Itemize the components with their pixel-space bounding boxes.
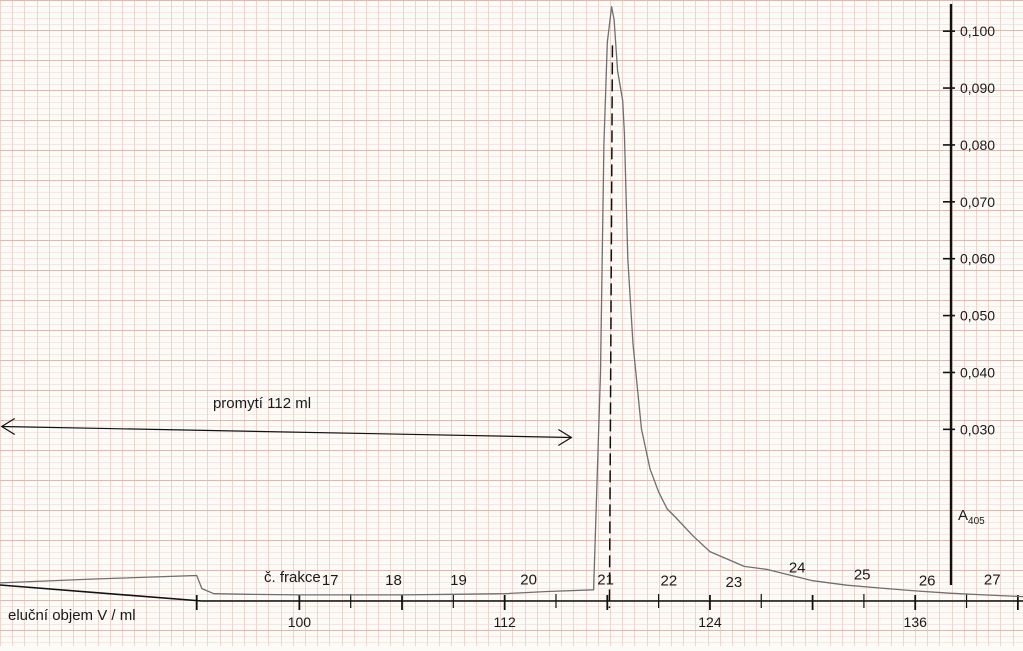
y-axis-label-subscript: 405 [968,516,985,527]
fraction-number: 21 [597,572,614,589]
series-line [0,6,1023,598]
x-tick-label: 100 [288,614,312,630]
fraction-number: 27 [984,572,1001,589]
fraction-number: 17 [322,572,339,589]
fraction-number: 26 [919,573,936,590]
fractions-label: č. frakce [264,569,321,586]
x-tick-label: 124 [698,614,722,630]
series-group [0,6,1023,598]
y-tick-label: 0,060 [960,251,995,267]
y-axis-label-main: A [958,507,968,524]
collection-start-marker [608,45,614,609]
x-ticks: 100 112 124 136 [195,594,1019,630]
y-tick-label: 0,070 [960,194,995,210]
promyti-arrow-head-right [558,428,573,446]
fraction-number: 22 [661,573,678,590]
x-tick-label: 136 [904,614,928,630]
y-tick-label: 0,030 [960,421,995,437]
y-tick-label: 0,040 [960,364,995,380]
fraction-number: 24 [789,560,806,577]
y-tick-label: 0,100 [960,23,995,39]
promyti-arrow-head-left [0,417,16,435]
y-axis-label: A405 [958,507,985,527]
y-tick-label: 0,050 [960,308,995,324]
baseline-slant [0,584,202,602]
promyti-label: promytí 112 ml [213,395,311,412]
fraction-number: 19 [450,572,467,589]
x-axis-label: eluční objem V / ml [8,607,136,624]
annotations: 17 18 19 20 21 22 23 24 25 26 27 [0,45,1001,609]
fraction-number: 18 [385,572,402,589]
y-tick-label: 0,090 [960,80,995,96]
x-tick-label: 112 [493,614,516,630]
y-tick-label: 0,080 [960,137,995,153]
baseline-axis [0,584,1023,602]
fraction-number: 23 [726,574,743,591]
fraction-number: 25 [854,566,871,583]
y-axis: 0,030 0,040 0,050 0,060 0,070 0,080 0,090 0,100 [943,4,995,585]
fraction-number: 20 [520,572,537,589]
promyti-arrow-shaft [1,425,572,439]
